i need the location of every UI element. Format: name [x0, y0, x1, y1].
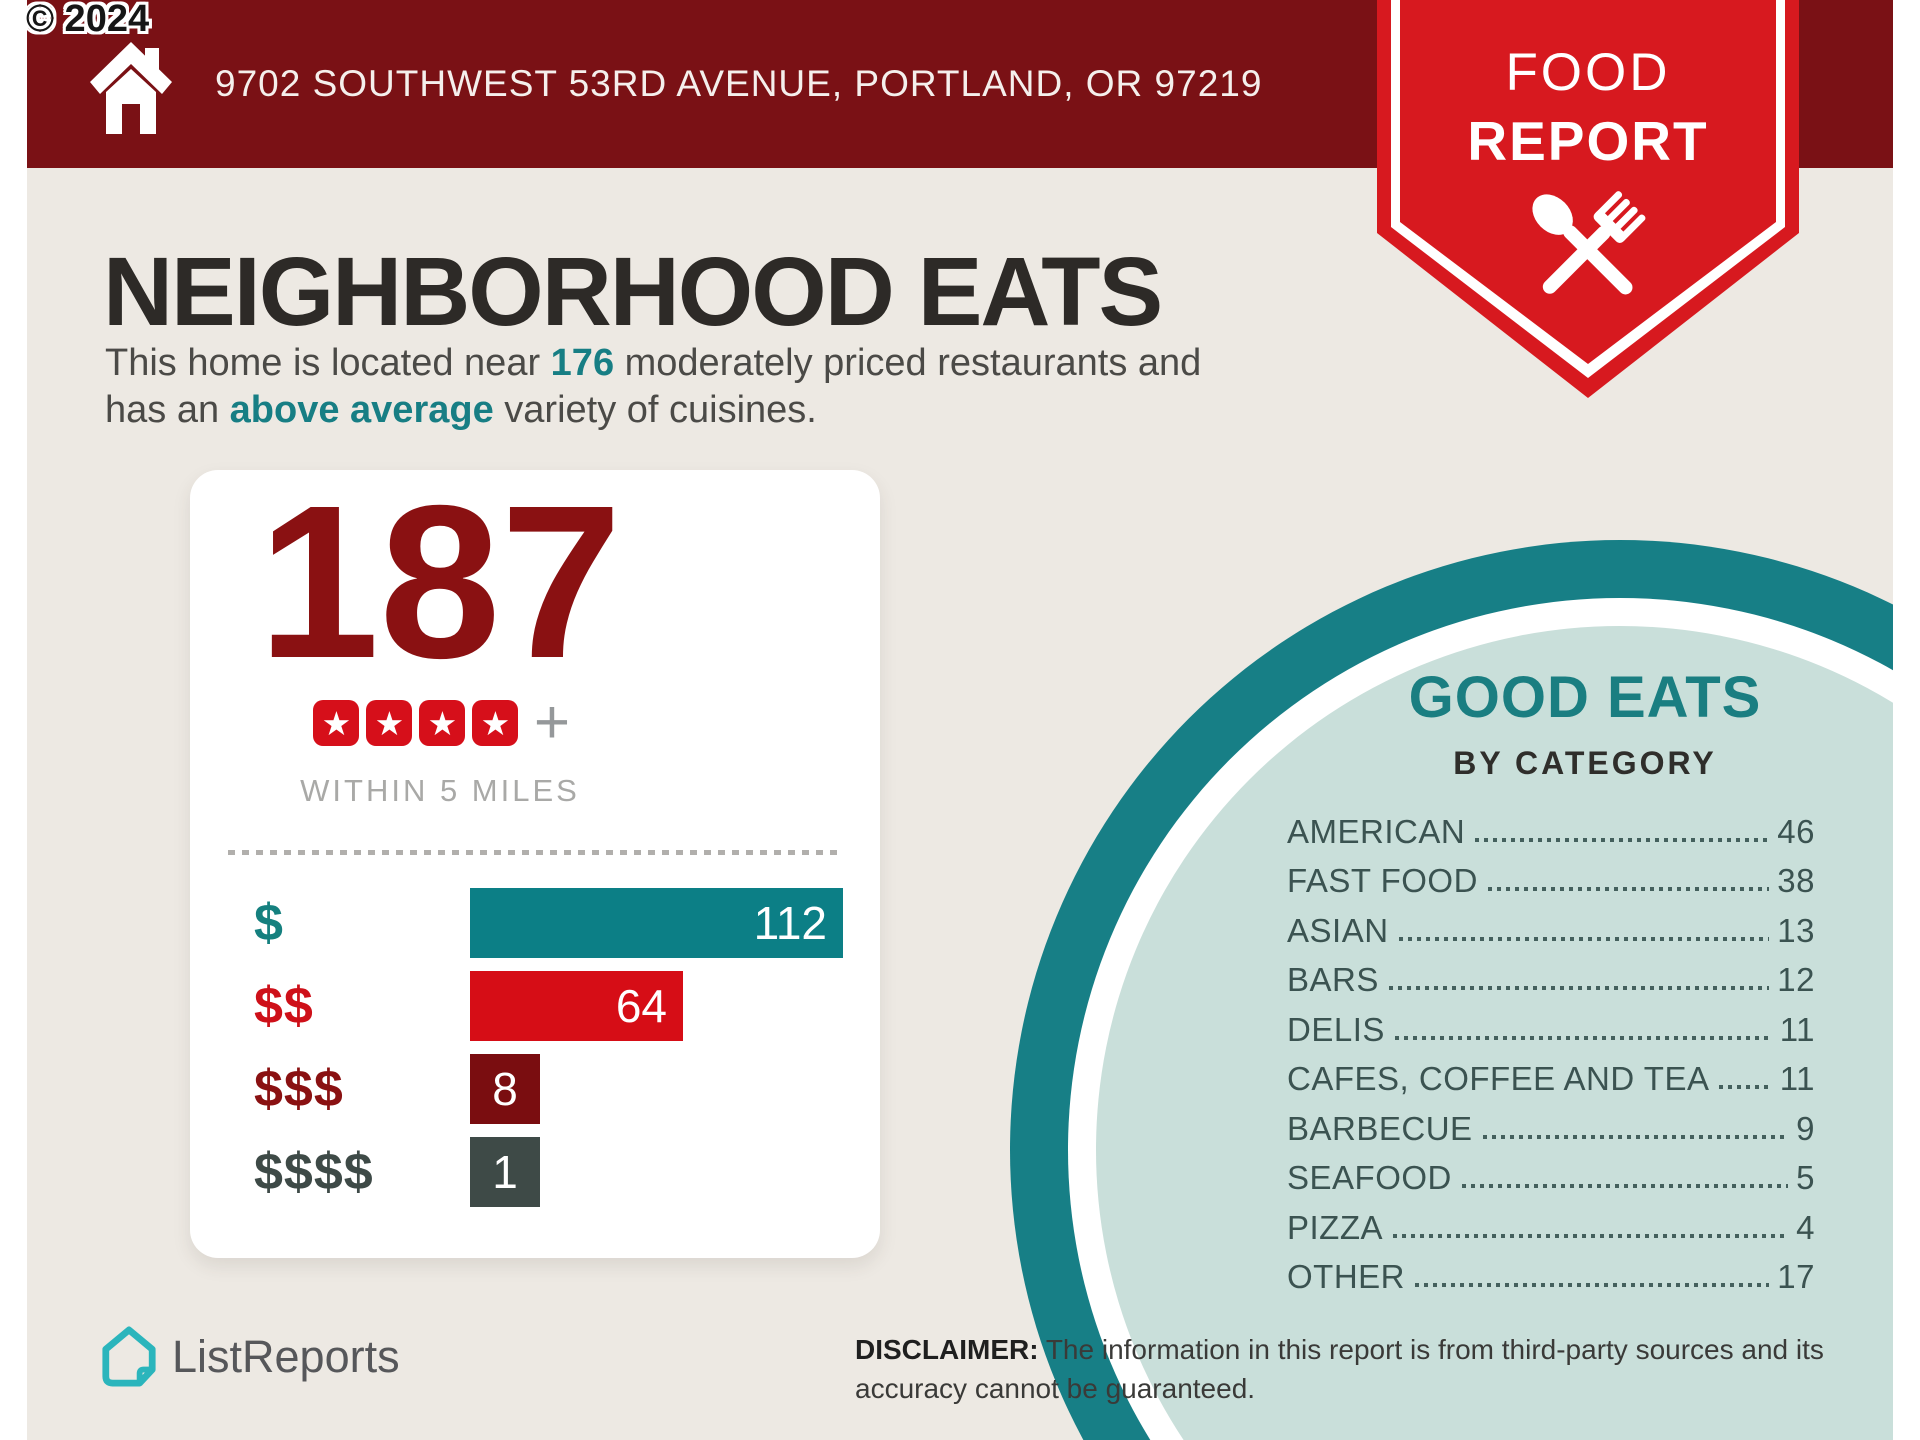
subtitle-text: variety of cuisines.: [493, 389, 817, 431]
category-value: 13: [1777, 911, 1815, 949]
disclaimer-line2: accuracy cannot be guaranteed.: [855, 1373, 1256, 1404]
dotted-leader: [1398, 936, 1770, 941]
price-tier-bar: 8: [470, 1054, 540, 1124]
category-row: ASIAN 13: [1287, 905, 1815, 955]
subtitle-text: moderately priced restaurants and: [614, 342, 1202, 384]
category-value: 11: [1779, 1060, 1815, 1097]
category-row: AMERICAN 46: [1287, 806, 1815, 856]
property-address: 9702 SOUTHWEST 53RD AVENUE, PORTLAND, OR…: [215, 63, 1263, 104]
plus-sign: +: [533, 688, 571, 757]
disclaimer-line1: The information in this report is from t…: [1038, 1334, 1824, 1365]
category-label: OTHER: [1287, 1258, 1405, 1295]
category-row: CAFES, COFFEE AND TEA 11: [1287, 1054, 1815, 1104]
good-eats-title: GOOD EATS: [1408, 665, 1762, 730]
star-icon: ★: [419, 700, 466, 746]
star-icon: ★: [366, 700, 413, 746]
listreports-logo: ListReports: [100, 1324, 400, 1390]
price-tier-label: $$: [254, 977, 314, 1035]
page-subtitle: This home is located near 176 moderately…: [105, 340, 1201, 434]
listreports-icon: [102, 1326, 156, 1387]
dotted-leader: [1394, 1035, 1772, 1040]
disclaimer: DISCLAIMER: The information in this repo…: [855, 1330, 1845, 1408]
category-label: PIZZA: [1287, 1208, 1384, 1246]
badge-text: FOOD REPORT: [1377, 42, 1799, 173]
dotted-leader: [1461, 1184, 1789, 1188]
price-tier-row: $112: [190, 888, 880, 958]
category-row: DELIS 11: [1287, 1004, 1815, 1054]
dashed-divider: [228, 850, 838, 855]
price-tier-value: 8: [492, 1063, 518, 1115]
utensils-icon: [1532, 191, 1646, 295]
listreports-wordmark: ListReports: [172, 1331, 400, 1382]
price-tier-label: $: [254, 894, 284, 952]
category-row: BARS 12: [1287, 955, 1815, 1005]
variety-highlight: above average: [229, 389, 494, 431]
restaurant-count-highlight: 176: [550, 342, 615, 384]
good-eats-header: GOOD EATS BY CATEGORY: [1265, 664, 1893, 782]
category-row: SEAFOOD 5: [1287, 1153, 1815, 1203]
category-label: CAFES, COFFEE AND TEA: [1287, 1060, 1710, 1097]
dotted-leader: [1482, 1134, 1789, 1139]
category-value: 46: [1777, 812, 1815, 850]
category-label: BARBECUE: [1287, 1109, 1473, 1147]
category-label: BARS: [1287, 961, 1379, 998]
category-label: FAST FOOD: [1287, 862, 1478, 899]
good-eats-subtitle: BY CATEGORY: [1453, 745, 1717, 781]
category-row: OTHER 17: [1287, 1252, 1815, 1302]
price-tier-row: $$ 64: [190, 971, 880, 1041]
badge-ribbon: [1377, 0, 1799, 398]
dotted-leader: [1388, 986, 1770, 990]
category-value: 12: [1777, 961, 1815, 998]
category-value: 9: [1796, 1109, 1815, 1147]
price-tier-row: $$$$ 1: [190, 1137, 880, 1207]
category-row: BARBECUE 9: [1287, 1103, 1815, 1153]
star-icon: ★: [472, 700, 519, 746]
food-report-badge: FOOD REPORT: [1377, 0, 1799, 402]
dotted-leader: [1475, 837, 1770, 842]
price-tier-label: $$$: [254, 1060, 344, 1118]
restaurant-stat-card: 187 ★ ★ ★ ★ + WITHIN 5 MILES $112 $$ 64 $$$ 8 $$$…: [190, 470, 880, 1258]
subtitle-text: has an: [105, 389, 230, 431]
dotted-leader: [1415, 1283, 1770, 1287]
category-label: DELIS: [1287, 1010, 1385, 1048]
restaurant-count: 187: [258, 461, 622, 704]
badge-line1: FOOD: [1505, 43, 1671, 102]
price-tier-value: 1: [492, 1146, 518, 1198]
page-title: NEIGHBORHOOD EATS: [103, 237, 1163, 346]
home-icon: [90, 42, 172, 134]
category-label: AMERICAN: [1287, 812, 1466, 850]
copyright-watermark: © 2024: [26, 0, 150, 40]
category-label: SEAFOOD: [1287, 1159, 1452, 1196]
stat-block: 187 ★ ★ ★ ★ + WITHIN 5 MILES: [190, 470, 690, 809]
category-value: 5: [1796, 1159, 1815, 1196]
price-tier-chart: $112 $$ 64 $$$ 8 $$$$ 1: [190, 888, 880, 1220]
category-value: 17: [1777, 1258, 1815, 1295]
price-tier-value: 64: [615, 980, 667, 1032]
category-value: 11: [1779, 1010, 1815, 1048]
radius-label: WITHIN 5 MILES: [300, 773, 580, 808]
category-value: 38: [1777, 862, 1815, 899]
price-tier-bar: 1: [470, 1137, 540, 1207]
price-tier-bar: 64: [470, 971, 683, 1041]
category-value: 4: [1796, 1208, 1815, 1246]
price-tier-label: $$$$: [254, 1143, 374, 1201]
category-list: AMERICAN 46 FAST FOOD 38 ASIAN 13 BARS 12 DELIS 1…: [1287, 806, 1815, 1301]
dotted-leader: [1719, 1085, 1772, 1089]
dotted-leader: [1393, 1233, 1789, 1238]
badge-line2: REPORT: [1467, 110, 1709, 172]
category-row: FAST FOOD 38: [1287, 856, 1815, 906]
price-tier-value: 112: [753, 897, 827, 949]
dotted-leader: [1487, 887, 1770, 891]
star-icon: ★: [313, 700, 360, 746]
price-tier-bar: 112: [470, 888, 843, 958]
price-tier-row: $$$ 8: [190, 1054, 880, 1124]
category-row: PIZZA 4: [1287, 1202, 1815, 1252]
subtitle-text: This home is located near: [105, 342, 551, 384]
category-label: ASIAN: [1287, 911, 1389, 949]
disclaimer-label: DISCLAIMER:: [855, 1334, 1039, 1365]
infographic-canvas: 9702 SOUTHWEST 53RD AVENUE, PORTLAND, OR…: [27, 0, 1893, 1440]
star-rating: ★ ★ ★ ★ +: [190, 688, 690, 757]
